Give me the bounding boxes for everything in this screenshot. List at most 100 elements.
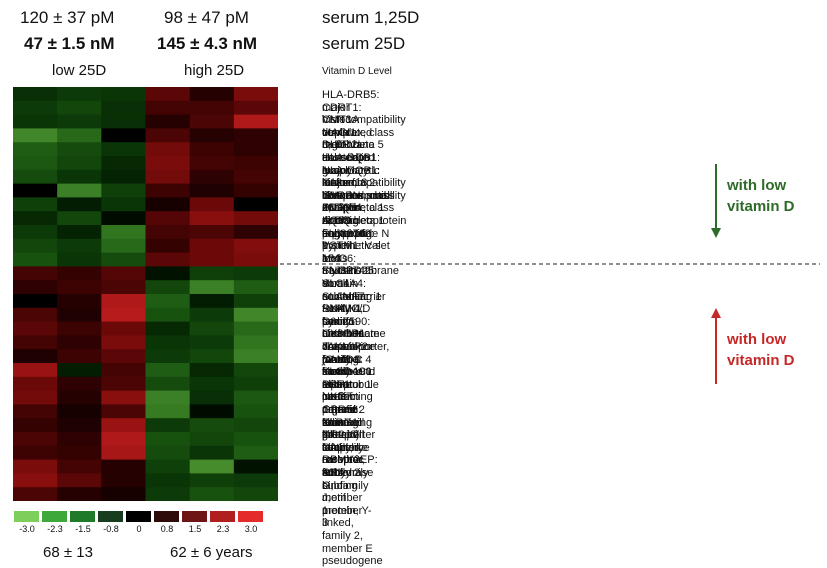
heatmap-cell bbox=[145, 307, 191, 322]
gene-label: MYO6: myosin VI bbox=[322, 252, 357, 290]
heatmap-cell bbox=[189, 114, 235, 129]
heatmap-cell bbox=[145, 100, 191, 115]
heatmap-cell bbox=[57, 128, 102, 143]
gene-label: AQP9: aquaporin 9 bbox=[322, 215, 371, 253]
heatmap-cell bbox=[13, 404, 58, 419]
heatmap-cell bbox=[13, 156, 58, 171]
heatmap-cell bbox=[57, 225, 102, 240]
heatmap-cell bbox=[189, 349, 235, 364]
serum-1-25d-label: serum 1,25D bbox=[322, 8, 420, 27]
heatmap-cell bbox=[13, 418, 58, 433]
heatmap-cell bbox=[145, 349, 191, 364]
heatmap-cell bbox=[101, 156, 146, 171]
heatmap-cell bbox=[13, 459, 58, 474]
heatmap-cell bbox=[233, 418, 278, 433]
color-scale-swatch bbox=[14, 511, 39, 522]
low-serum-25d-value: 47 ± 1.5 nM bbox=[24, 34, 115, 53]
heatmap-cell bbox=[189, 473, 235, 488]
heatmap-cell bbox=[189, 266, 235, 281]
heatmap-cell bbox=[189, 100, 235, 115]
gene-label: HLA-DRB5: major histocompatibility compl… bbox=[322, 89, 406, 152]
heatmap-cell bbox=[13, 211, 58, 226]
heatmap-cell bbox=[57, 349, 102, 364]
color-scale-swatch bbox=[70, 511, 95, 522]
heatmap-cell bbox=[101, 473, 146, 488]
heatmap-cell bbox=[101, 307, 146, 322]
heatmap-cell bbox=[145, 128, 191, 143]
heatmap-cell bbox=[145, 404, 191, 419]
gene-label: VNN3: vanin 3 bbox=[322, 114, 355, 152]
heatmap-cell bbox=[145, 114, 191, 129]
heatmap-cell bbox=[13, 142, 58, 157]
heatmap-cell bbox=[13, 197, 58, 212]
gene-label: HLA-DQB1: major histocompatibility compl… bbox=[322, 152, 406, 215]
color-scale-tick-label: 3.0 bbox=[244, 524, 258, 534]
heatmap-cell bbox=[101, 445, 146, 460]
heatmap-cell bbox=[13, 128, 58, 143]
heatmap-cell bbox=[13, 114, 58, 129]
heatmap-cell bbox=[189, 142, 235, 157]
heatmap-cell bbox=[101, 211, 146, 226]
heatmap-cell bbox=[57, 87, 102, 102]
heatmap-cell bbox=[145, 363, 191, 378]
heatmap-cell bbox=[13, 363, 58, 378]
heatmap-cell bbox=[233, 321, 278, 336]
gene-label: GPR56: G protein-coupled receptor 56 bbox=[322, 404, 363, 479]
heatmap-cell bbox=[233, 169, 278, 184]
gene-label: SLCO4C1: solute carrier organic anion tr… bbox=[322, 366, 376, 479]
heatmap-cell bbox=[101, 459, 146, 474]
heatmap-cell bbox=[145, 335, 191, 350]
heatmap-cell bbox=[13, 349, 58, 364]
gene-label: KLRG1: killer cell lectin-like receptor … bbox=[322, 416, 369, 517]
heatmap-cell bbox=[189, 376, 235, 391]
heatmap-cell bbox=[233, 100, 278, 115]
heatmap-cell bbox=[101, 197, 146, 212]
top-annotation-line2: vitamin D bbox=[727, 198, 795, 215]
heatmap-cell bbox=[233, 128, 278, 143]
heatmap-cell bbox=[233, 197, 278, 212]
gene-label: RBMY2EP: RNA binding motif protein, Y-li… bbox=[322, 454, 383, 568]
heatmap-cell bbox=[101, 169, 146, 184]
gene-label: SLC4A4: solute carrier family 4, sodium … bbox=[322, 278, 390, 366]
heatmap-cell bbox=[101, 432, 146, 447]
heatmap-cell bbox=[101, 376, 146, 391]
heatmap-cell bbox=[13, 432, 58, 447]
gene-label: NKG7: natural killer cell group 7 sequen… bbox=[322, 391, 370, 454]
heatmap-cell bbox=[57, 418, 102, 433]
heatmap-cell bbox=[145, 418, 191, 433]
down-arrow-icon bbox=[711, 164, 721, 238]
heatmap-cell bbox=[13, 225, 58, 240]
heatmap-cell bbox=[13, 487, 58, 501]
heatmap-cell bbox=[101, 142, 146, 157]
color-scale-tick-label: 2.3 bbox=[216, 524, 230, 534]
heatmap-cell bbox=[13, 183, 58, 198]
heatmap-cell bbox=[101, 114, 146, 129]
heatmap-cell bbox=[189, 418, 235, 433]
heatmap-cell bbox=[57, 197, 102, 212]
heatmap-cell bbox=[57, 238, 102, 253]
low-serum-1-25d-value: 120 ± 37 pM bbox=[20, 8, 115, 27]
gene-label: PRF1: perforin 1 (pore forming protein) bbox=[322, 378, 360, 442]
heatmap-cell bbox=[101, 335, 146, 350]
gene-label: C13orf18: chromosome 13 open reading fra… bbox=[322, 177, 386, 240]
heatmap-cell bbox=[233, 183, 278, 198]
heatmap-cell bbox=[189, 432, 235, 447]
heatmap-cell bbox=[233, 156, 278, 171]
heatmap-cell bbox=[13, 87, 58, 102]
heatmap-cell bbox=[233, 87, 278, 102]
heatmap-cell bbox=[189, 390, 235, 405]
heatmap-cell bbox=[13, 169, 58, 184]
heatmap-cell bbox=[57, 280, 102, 295]
heatmap-cell bbox=[101, 128, 146, 143]
heatmap-cell bbox=[233, 307, 278, 322]
heatmap-cell bbox=[13, 294, 58, 309]
heatmap-cell bbox=[233, 349, 278, 364]
heatmap-cell bbox=[57, 335, 102, 350]
heatmap-cell bbox=[101, 349, 146, 364]
heatmap-cell bbox=[189, 404, 235, 419]
top-annotation-line1: with low bbox=[727, 177, 787, 194]
heatmap-cell bbox=[145, 169, 191, 184]
heatmap-cell bbox=[189, 128, 235, 143]
up-arrow-icon bbox=[711, 308, 721, 384]
heatmap-cell bbox=[101, 252, 146, 267]
